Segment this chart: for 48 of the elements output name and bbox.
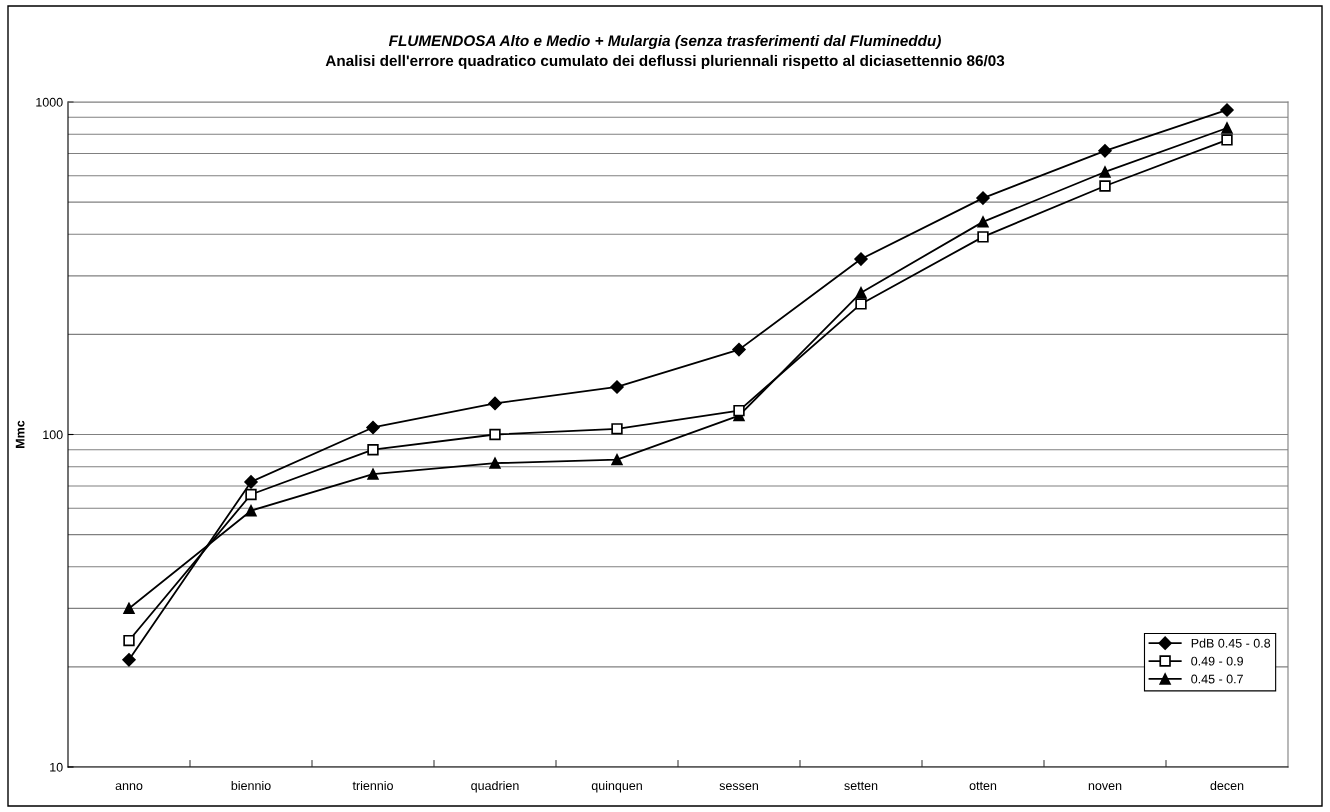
x-tick-label: biennio — [231, 780, 271, 791]
point — [1099, 166, 1111, 178]
x-tick-label: anno — [115, 783, 143, 791]
point — [977, 216, 989, 228]
point — [1221, 134, 1233, 146]
legend-label: 0.45 - 0.7 — [1191, 674, 1243, 684]
y-tick-label: 1000 — [36, 97, 63, 107]
x-tick-label: sessen — [719, 783, 758, 791]
x-tick-label: setten — [844, 781, 878, 791]
point — [123, 602, 135, 615]
chart-title: FLUMENDOSA Alto e Medio + Mulargia (senza trasferimenti dal Flumineddu) — [388, 34, 941, 50]
point — [733, 404, 745, 417]
legend-label: 0.49 - 0.9 — [1191, 656, 1243, 666]
point — [367, 444, 379, 456]
point — [122, 653, 136, 667]
point — [367, 468, 379, 480]
x-tick-label: decen — [1210, 780, 1244, 791]
point — [489, 428, 501, 441]
point — [123, 634, 135, 647]
point — [1221, 122, 1233, 134]
point — [1220, 103, 1234, 117]
point — [855, 298, 867, 310]
y-axis-title: Mmc — [15, 420, 25, 448]
point — [366, 420, 380, 435]
point — [976, 191, 990, 205]
point — [977, 231, 989, 243]
point — [854, 252, 868, 266]
point — [855, 286, 867, 299]
point — [611, 453, 623, 466]
x-tick-label: otten — [969, 781, 997, 791]
point — [488, 396, 502, 411]
x-tick-label: noven — [1088, 783, 1122, 791]
point — [1098, 144, 1112, 158]
y-tick-label: 10 — [50, 762, 63, 772]
chart-subtitle: Analisi dell'errore quadratico cumulato dei deflussi pluriennali rispetto al diciasettennio 86/03 — [325, 54, 1005, 70]
point — [610, 380, 624, 394]
legend-label: PdB 0.45 - 0.8 — [1191, 638, 1271, 648]
point — [244, 475, 258, 489]
x-tick-label: quadrien — [471, 780, 519, 793]
x-tick-label: quinquen — [591, 780, 642, 793]
point — [732, 342, 746, 357]
point — [1099, 180, 1111, 192]
y-tick-label: 100 — [43, 430, 63, 440]
point — [611, 423, 623, 435]
point — [245, 504, 257, 517]
x-tick-label: triennio — [352, 780, 393, 791]
point — [245, 488, 257, 501]
point — [489, 457, 501, 469]
